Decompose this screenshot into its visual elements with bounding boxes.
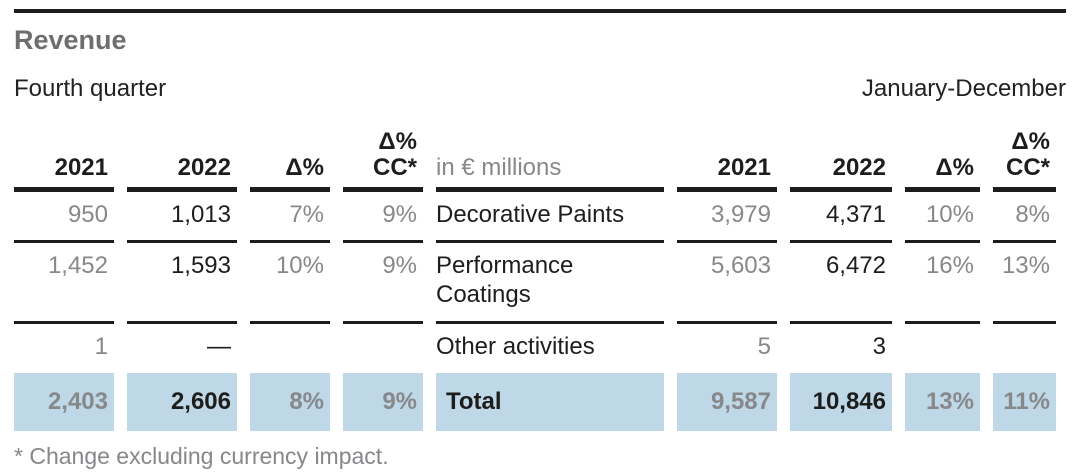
header-fy-2021: 2021 — [677, 111, 777, 192]
revenue-table: 2021 2022 Δ% Δ% CC* in € millions 2021 2… — [14, 111, 1066, 431]
header-q4-2021: 2021 — [14, 111, 114, 192]
cell-q4-2022: 1,593 — [127, 243, 237, 325]
cell-q4-delta-cc: 9% — [343, 372, 423, 431]
cell-fy-delta: 10% — [905, 192, 980, 244]
period-labels: Fourth quarter January-December — [14, 75, 1066, 103]
cell-q4-2021: 1 — [94, 333, 108, 361]
cell-fy-2021: 9,587 — [677, 372, 777, 431]
cell-q4-2022: — — [207, 333, 231, 361]
right-period-label: January-December — [861, 75, 1066, 103]
revenue-table-page: Revenue Fourth quarter January-December … — [0, 9, 1080, 470]
cell-fy-delta-cc — [993, 324, 1056, 373]
cell-q4-delta: 10% — [250, 243, 330, 325]
cell-q4-delta — [250, 324, 330, 373]
cell-q4-delta: 8% — [250, 372, 330, 431]
header-fy-delta: Δ% — [905, 111, 980, 192]
cell-fy-delta — [905, 324, 980, 373]
cell-q4-delta-cc: 9% — [343, 243, 423, 325]
header-fy-2022: 2022 — [790, 111, 892, 192]
row-label: Total — [436, 372, 664, 431]
cell-fy-delta-cc: 13% — [993, 243, 1056, 325]
cell-q4-2021: 2,403 — [14, 372, 114, 431]
header-q4-2022: 2022 — [127, 111, 237, 192]
header-fy-delta-cc: Δ% CC* — [993, 111, 1056, 192]
cell-fy-delta-cc: 11% — [993, 372, 1056, 431]
cell-fy-delta: 13% — [905, 372, 980, 431]
footnote: * Change excluding currency impact. — [14, 442, 389, 469]
row-label: Performance Coatings — [436, 243, 664, 325]
cell-fy-2021: 5,603 — [677, 243, 777, 325]
cell-q4-delta-cc — [343, 324, 423, 373]
cell-fy-2021: 3,979 — [677, 192, 777, 244]
top-rule — [14, 9, 1066, 13]
cell-q4-2022: 2,606 — [127, 372, 237, 431]
header-unit-label: in € millions — [436, 111, 664, 192]
cell-fy-2022: 4,371 — [790, 192, 892, 244]
cell-q4-2022: 1,013 — [127, 192, 237, 244]
left-period-label: Fourth quarter — [14, 75, 167, 103]
header-q4-delta: Δ% — [250, 111, 330, 192]
cell-fy-2022: 3 — [872, 333, 886, 361]
cell-q4-2021: 950 — [14, 192, 114, 244]
cell-q4-2021: 1,452 — [14, 243, 114, 325]
cell-q4-delta-cc: 9% — [343, 192, 423, 244]
cell-fy-2022: 6,472 — [790, 243, 892, 325]
cell-fy-delta-cc: 8% — [993, 192, 1056, 244]
cell-q4-delta: 7% — [250, 192, 330, 244]
cell-fy-delta: 16% — [905, 243, 980, 325]
row-label: Decorative Paints — [436, 192, 664, 244]
cell-fy-2022: 10,846 — [790, 372, 892, 431]
page-title: Revenue — [14, 25, 127, 55]
cell-fy-2021: 5 — [757, 333, 771, 361]
header-q4-delta-cc: Δ% CC* — [343, 111, 423, 192]
row-label: Other activities — [436, 333, 595, 361]
